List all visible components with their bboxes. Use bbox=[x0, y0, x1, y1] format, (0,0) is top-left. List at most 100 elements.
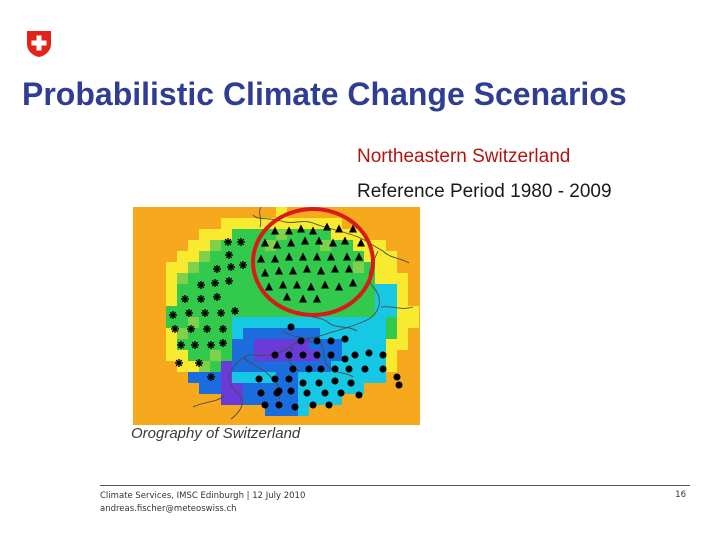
dot-icon bbox=[327, 337, 335, 345]
map-caption: Orography of Switzerland bbox=[131, 425, 301, 442]
triangle-icon bbox=[271, 226, 279, 235]
dot-icon bbox=[305, 365, 313, 373]
dot-icon bbox=[313, 351, 321, 359]
triangle-icon bbox=[327, 252, 335, 261]
triangle-icon bbox=[257, 254, 265, 263]
triangle-icon bbox=[309, 226, 317, 235]
orography-map bbox=[133, 206, 431, 428]
dot-icon bbox=[275, 401, 283, 409]
dot-icon bbox=[379, 365, 387, 373]
dot-icon bbox=[395, 381, 403, 389]
triangle-icon bbox=[313, 294, 321, 303]
asterisk-icon bbox=[175, 359, 183, 367]
dot-icon bbox=[255, 375, 263, 383]
triangle-icon bbox=[261, 268, 269, 277]
triangle-icon bbox=[285, 252, 293, 261]
asterisk-icon bbox=[213, 293, 221, 301]
triangle-icon bbox=[307, 282, 315, 291]
triangle-icon bbox=[279, 280, 287, 289]
triangle-icon bbox=[265, 282, 273, 291]
asterisk-icon bbox=[171, 325, 179, 333]
asterisk-icon bbox=[187, 325, 195, 333]
dot-icon bbox=[289, 365, 297, 373]
red-circle-icon bbox=[251, 207, 375, 317]
asterisk-icon bbox=[237, 238, 245, 246]
reference-period-subtitle: Reference Period 1980 - 2009 bbox=[357, 181, 612, 202]
dot-icon bbox=[327, 351, 335, 359]
dot-icon bbox=[321, 389, 329, 397]
triangle-icon bbox=[271, 254, 279, 263]
triangle-icon bbox=[317, 266, 325, 275]
asterisk-icon bbox=[203, 325, 211, 333]
triangle-icon bbox=[293, 280, 301, 289]
dot-icon bbox=[345, 365, 353, 373]
triangle-icon bbox=[357, 238, 365, 247]
asterisk-icon bbox=[225, 277, 233, 285]
asterisk-icon bbox=[231, 307, 239, 315]
dot-icon bbox=[257, 389, 265, 397]
asterisk-icon bbox=[197, 295, 205, 303]
asterisk-icon bbox=[177, 341, 185, 349]
page-title: Probabilistic Climate Change Scenarios bbox=[22, 76, 627, 112]
dot-icon bbox=[299, 379, 307, 387]
triangle-icon bbox=[321, 280, 329, 289]
triangle-icon bbox=[261, 238, 269, 247]
triangle-icon bbox=[343, 252, 351, 261]
asterisk-icon bbox=[219, 325, 227, 333]
asterisk-icon bbox=[191, 341, 199, 349]
asterisk-icon bbox=[181, 295, 189, 303]
dot-icon bbox=[271, 351, 279, 359]
dot-icon bbox=[287, 387, 295, 395]
triangle-icon bbox=[273, 240, 281, 249]
triangle-icon bbox=[323, 222, 331, 231]
dot-icon bbox=[365, 349, 373, 357]
dot-icon bbox=[291, 403, 299, 411]
triangle-icon bbox=[301, 236, 309, 245]
footer-info: Climate Services, IMSC Edinburgh | 12 Ju… bbox=[100, 490, 305, 516]
footer-event: Climate Services, IMSC Edinburgh | 12 Ju… bbox=[100, 491, 306, 501]
triangle-icon bbox=[315, 236, 323, 245]
dot-icon bbox=[317, 365, 325, 373]
dot-icon bbox=[347, 379, 355, 387]
region-subtitle: Northeastern Switzerland bbox=[357, 146, 571, 167]
asterisk-icon bbox=[225, 251, 233, 259]
asterisk-icon bbox=[207, 341, 215, 349]
asterisk-icon bbox=[195, 359, 203, 367]
triangle-icon bbox=[297, 224, 305, 233]
dot-icon bbox=[285, 351, 293, 359]
dot-icon bbox=[351, 351, 359, 359]
triangle-icon bbox=[285, 226, 293, 235]
triangle-icon bbox=[341, 236, 349, 245]
dot-icon bbox=[313, 337, 321, 345]
triangle-icon bbox=[335, 282, 343, 291]
dot-icon bbox=[325, 401, 333, 409]
triangle-icon bbox=[329, 238, 337, 247]
triangle-icon bbox=[335, 224, 343, 233]
orography-map-svg bbox=[133, 206, 431, 428]
triangle-icon bbox=[349, 278, 357, 287]
dot-icon bbox=[341, 355, 349, 363]
asterisk-icon bbox=[219, 339, 227, 347]
triangle-icon bbox=[303, 264, 311, 273]
triangle-icon bbox=[299, 252, 307, 261]
asterisk-icon bbox=[185, 309, 193, 317]
dot-icon bbox=[275, 387, 283, 395]
dot-icon bbox=[285, 375, 293, 383]
triangle-icon bbox=[355, 252, 363, 261]
dot-icon bbox=[309, 401, 317, 409]
dot-icon bbox=[303, 389, 311, 397]
dot-icon bbox=[287, 323, 295, 331]
triangle-icon bbox=[287, 238, 295, 247]
asterisk-icon bbox=[224, 238, 232, 246]
dot-icon bbox=[393, 373, 401, 381]
asterisk-icon bbox=[207, 373, 215, 381]
swiss-cross-shield-icon bbox=[27, 31, 51, 57]
triangle-icon bbox=[345, 264, 353, 273]
footer-divider bbox=[100, 485, 690, 486]
triangle-icon bbox=[331, 264, 339, 273]
asterisk-icon bbox=[197, 281, 205, 289]
dot-icon bbox=[331, 377, 339, 385]
asterisk-icon bbox=[217, 309, 225, 317]
asterisk-icon bbox=[227, 263, 235, 271]
dot-icon bbox=[261, 401, 269, 409]
